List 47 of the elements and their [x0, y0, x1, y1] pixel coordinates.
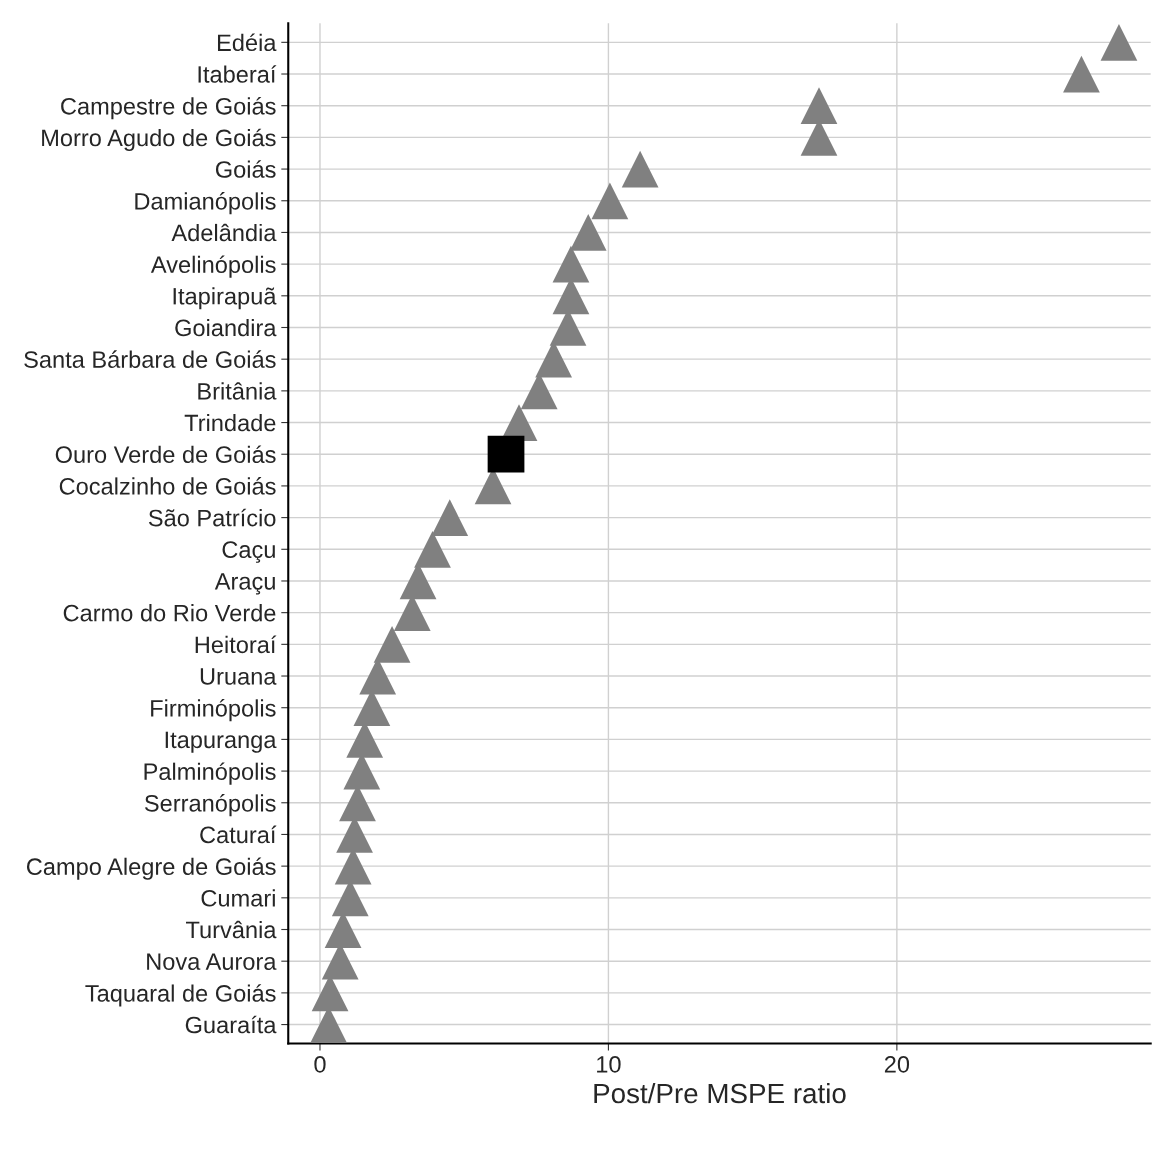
y-tick-label: São Patrício: [148, 508, 276, 527]
x-tick-label: 0: [314, 1056, 326, 1073]
x-tick-label: 10: [597, 1056, 621, 1073]
y-tick-label: Heitoraí: [195, 635, 277, 654]
y-tick-label: Britânia: [198, 382, 277, 400]
y-tick-label: Morro Agudo de Goiás: [42, 128, 276, 151]
point: [431, 499, 469, 536]
y-tick-label: Goiandira: [175, 318, 277, 337]
y-tick-label: Cocalzinho de Goiás: [59, 477, 276, 495]
point: [487, 435, 525, 473]
point: [414, 530, 451, 568]
x-axis-title: Post/Pre MSPE ratio: [594, 1082, 846, 1104]
point: [621, 150, 659, 188]
y-tick-label: Trindade: [184, 413, 276, 432]
y-tick-label: Santa Bárbara de Goiás: [24, 350, 276, 368]
point: [1100, 23, 1138, 61]
x-tick-label: 20: [884, 1056, 910, 1073]
y-tick-label: Serranópolis: [144, 794, 276, 817]
y-tick-label: Campestre de Goiás: [61, 97, 276, 120]
y-tick-label: Goiás: [215, 160, 276, 178]
y-tick-label: Carmo do Rio Verde: [63, 604, 276, 622]
y-tick-label: Turvânia: [186, 920, 277, 939]
point: [552, 245, 590, 283]
point: [373, 625, 411, 663]
point: [800, 87, 838, 125]
point: [569, 214, 607, 251]
y-tick-label: Palminópolis: [144, 762, 276, 785]
y-tick-label: Uruana: [200, 668, 277, 685]
y-tick-label: Guaraíta: [185, 1015, 277, 1034]
point: [1063, 55, 1100, 93]
y-tick-label: Edéia: [218, 33, 277, 52]
y-tick-label: Araçu: [214, 573, 275, 595]
y-tick-label: Itapuranga: [165, 731, 277, 753]
y-tick-label: Cumari: [201, 889, 275, 907]
y-tick-label: Ouro Verde de Goiás: [55, 445, 276, 464]
y-tick-label: Damianópolis: [135, 192, 276, 215]
y-tick-label: Nova Aurora: [147, 953, 277, 970]
y-tick-label: Firminópolis: [151, 699, 276, 722]
y-tick-label: Adelândia: [171, 223, 277, 242]
y-tick-label: Itapirapuã: [173, 287, 277, 310]
y-tick-label: Taquaral de Goiás: [85, 984, 276, 1007]
point: [591, 182, 629, 220]
y-tick-label: Itaberaí: [198, 65, 277, 83]
y-tick-label: Avelinópolis: [150, 255, 276, 278]
y-tick-label: Caçu: [222, 541, 275, 563]
y-tick-label: Caturaí: [200, 825, 277, 844]
y-tick-label: Campo Alegre de Goiás: [26, 857, 276, 880]
